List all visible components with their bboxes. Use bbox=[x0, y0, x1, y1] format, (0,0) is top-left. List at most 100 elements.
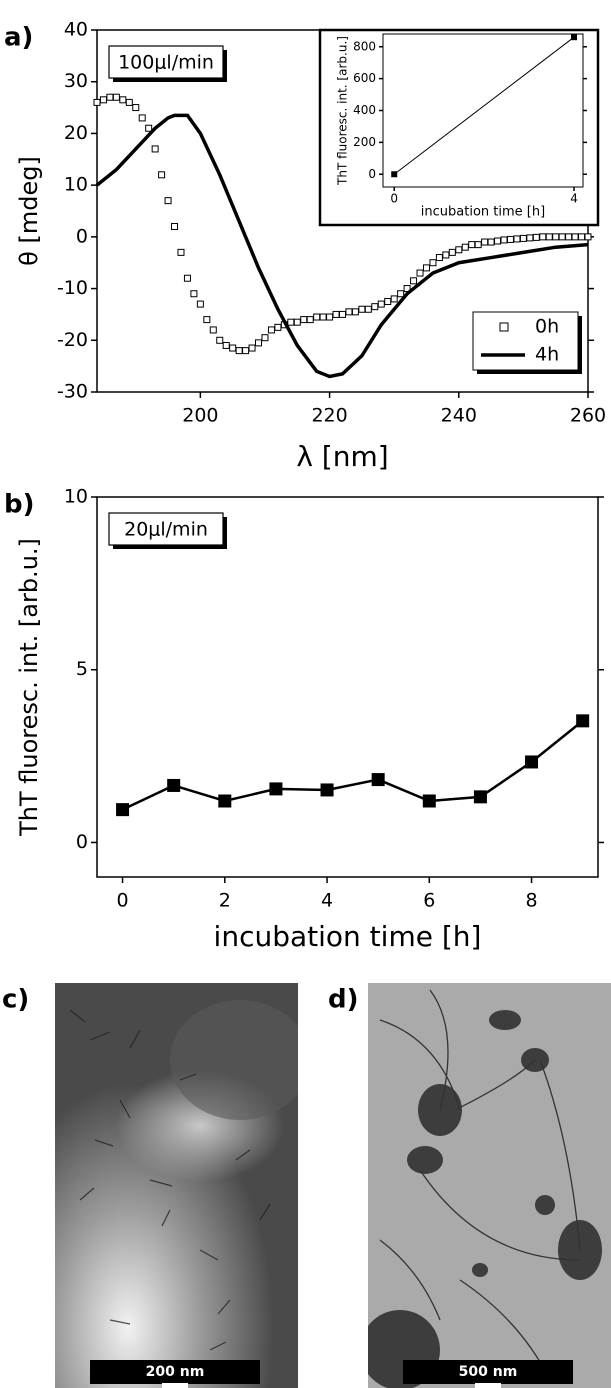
y-tick-label: -20 bbox=[57, 329, 88, 351]
data-point bbox=[519, 234, 527, 242]
panel-label: a) bbox=[4, 23, 33, 53]
data-point bbox=[229, 344, 237, 352]
data-point bbox=[500, 236, 508, 244]
y-tick-label: 40 bbox=[64, 19, 88, 41]
y-tick-label: 5 bbox=[76, 658, 88, 680]
annotation: 100μl/min bbox=[118, 52, 214, 74]
data-point bbox=[151, 145, 159, 153]
data-point bbox=[119, 96, 127, 104]
data-point bbox=[525, 755, 539, 769]
x-tick-label: 0 bbox=[390, 192, 398, 206]
data-point bbox=[487, 238, 495, 246]
data-point bbox=[390, 295, 398, 303]
data-point bbox=[300, 316, 308, 324]
data-point bbox=[435, 254, 443, 262]
data-point bbox=[506, 235, 514, 243]
data-point bbox=[539, 233, 547, 241]
data-point bbox=[320, 783, 334, 797]
data-point bbox=[242, 347, 250, 355]
data-point bbox=[391, 171, 398, 178]
data-point bbox=[99, 96, 107, 104]
y-tick-label: 10 bbox=[64, 486, 88, 508]
data-point bbox=[190, 290, 198, 298]
data-point bbox=[132, 104, 140, 112]
data-point bbox=[448, 248, 456, 256]
data-point bbox=[494, 237, 502, 245]
data-point bbox=[218, 794, 232, 808]
data-point bbox=[429, 259, 437, 267]
data-point bbox=[209, 326, 217, 334]
data-point bbox=[422, 794, 436, 808]
data-point bbox=[571, 233, 579, 241]
data-point bbox=[526, 234, 534, 242]
x-tick-label: 240 bbox=[441, 405, 477, 427]
legend-marker bbox=[499, 322, 509, 332]
panel-label: b) bbox=[4, 490, 35, 520]
data-point bbox=[410, 277, 418, 285]
data-point bbox=[422, 264, 430, 272]
legend-label: 4h bbox=[535, 344, 559, 366]
scale-bar-box bbox=[403, 1360, 573, 1384]
data-point bbox=[326, 313, 334, 321]
y-tick-label: 400 bbox=[353, 103, 376, 117]
data-point bbox=[171, 223, 179, 231]
data-point bbox=[545, 233, 553, 241]
series-line bbox=[122, 719, 584, 811]
data-point bbox=[216, 336, 224, 344]
scale-bar-label: 500 nm bbox=[459, 1364, 518, 1380]
data-point bbox=[371, 303, 379, 311]
y-tick-label: 0 bbox=[76, 225, 88, 247]
y-axis-label: θ [mdeg] bbox=[15, 156, 43, 266]
data-point bbox=[384, 298, 392, 305]
data-point bbox=[203, 316, 211, 324]
data-point bbox=[183, 274, 191, 282]
data-point bbox=[313, 313, 321, 321]
x-tick-label: 4 bbox=[570, 192, 578, 206]
x-axis-label: incubation time [h] bbox=[214, 920, 482, 953]
data-point bbox=[138, 114, 146, 122]
micrograph-c bbox=[55, 983, 298, 1388]
series-line bbox=[393, 36, 575, 175]
data-point bbox=[293, 318, 301, 326]
legend-box bbox=[472, 311, 579, 371]
y-tick-label: -30 bbox=[57, 381, 88, 403]
data-point bbox=[474, 241, 482, 249]
data-point bbox=[235, 347, 243, 355]
data-point bbox=[255, 339, 263, 347]
data-point bbox=[287, 318, 295, 326]
data-point bbox=[145, 124, 153, 132]
x-tick-label: 2 bbox=[219, 890, 231, 912]
y-axis-label: ThT fluoresc. int. [arb.u.] bbox=[15, 538, 43, 837]
y-tick-label: 20 bbox=[64, 122, 88, 144]
data-point bbox=[455, 246, 463, 254]
data-point bbox=[377, 300, 385, 308]
scale-bar bbox=[162, 1383, 188, 1388]
x-tick-label: 6 bbox=[423, 890, 435, 912]
data-point bbox=[269, 782, 283, 796]
data-point bbox=[164, 197, 172, 205]
data-point bbox=[196, 300, 204, 308]
data-point bbox=[468, 241, 476, 249]
inset-frame bbox=[318, 28, 600, 227]
data-point bbox=[558, 233, 566, 241]
data-point bbox=[397, 290, 405, 298]
data-point bbox=[267, 326, 275, 334]
x-axis-label: λ [nm] bbox=[296, 440, 388, 473]
x-axis-label: incubation time [h] bbox=[421, 205, 545, 220]
y-tick-label: 0 bbox=[76, 831, 88, 853]
data-point bbox=[116, 803, 130, 817]
annotation-box bbox=[108, 45, 224, 79]
data-point bbox=[358, 305, 366, 313]
legend-label: 0h bbox=[535, 316, 559, 338]
x-tick-label: 220 bbox=[311, 405, 347, 427]
data-point bbox=[513, 235, 521, 243]
y-tick-label: 0 bbox=[368, 167, 376, 181]
x-tick-label: 260 bbox=[570, 405, 606, 427]
data-point bbox=[565, 233, 573, 241]
data-point bbox=[248, 344, 256, 352]
x-tick-label: 200 bbox=[182, 405, 218, 427]
series-line bbox=[95, 113, 589, 379]
data-point bbox=[481, 238, 489, 246]
data-point bbox=[461, 243, 469, 251]
